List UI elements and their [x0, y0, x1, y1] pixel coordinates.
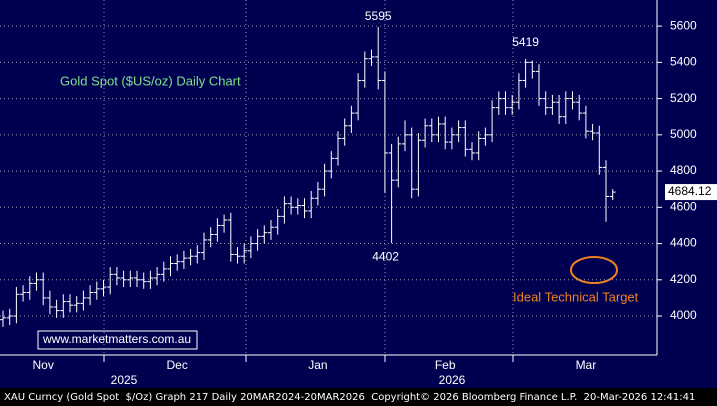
high-label: 5595 [365, 9, 392, 23]
footer-bar [0, 388, 717, 406]
x-tick-label: Jan [308, 358, 327, 372]
watermark-box [37, 330, 198, 350]
y-tick-label: 5400 [670, 55, 697, 69]
y-tick-label: 4000 [670, 308, 697, 322]
last-price-label: 4684.12 [668, 184, 712, 198]
watermark: www.marketmatters.com.au [42, 332, 191, 346]
y-tick-label: 5600 [670, 18, 697, 32]
low-label: 4402 [372, 249, 399, 263]
high-label: 5419 [512, 35, 539, 49]
background [0, 0, 717, 388]
footer: XAU Curncy (Gold Spot $/Oz) Graph 217 Da… [4, 392, 695, 403]
y-tick-label: 4200 [670, 272, 697, 286]
last-price-box [665, 184, 717, 201]
x-tick-label: Mar [576, 358, 597, 372]
annotation: Ideal Technical Target [513, 289, 639, 304]
y-tick-label: 4600 [670, 199, 697, 213]
chart-title: Gold Spot ($US/oz) Daily Chart [60, 73, 241, 88]
y-tick-label: 5000 [670, 127, 697, 141]
target-ellipse [570, 256, 618, 284]
year-label: 2025 [111, 373, 138, 387]
y-tick-label: 4800 [670, 163, 697, 177]
year-label: 2026 [439, 373, 466, 387]
x-tick-label: Dec [167, 358, 188, 372]
x-tick-label: Nov [33, 358, 54, 372]
x-tick-label: Feb [435, 358, 456, 372]
y-tick-label: 5200 [670, 91, 697, 105]
y-tick-label: 4400 [670, 236, 697, 250]
